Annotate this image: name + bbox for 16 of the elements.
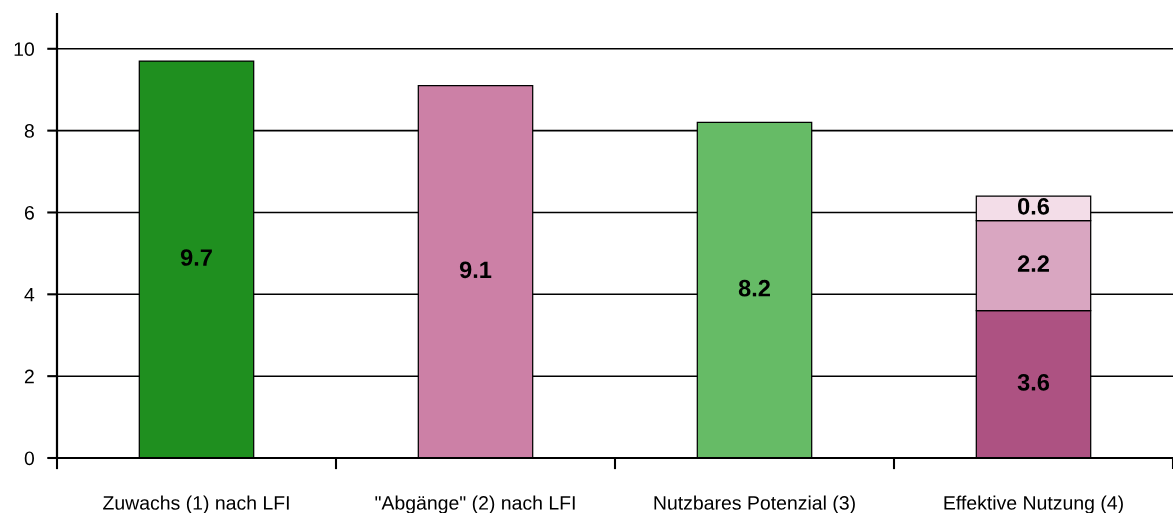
y-tick-label: 8: [24, 124, 34, 138]
x-tick-label: Effektive Nutzung (4): [944, 495, 1123, 513]
y-tick-label: 10: [14, 42, 35, 57]
data-label: 8.2: [738, 279, 770, 297]
data-label: 9.7: [180, 249, 212, 266]
data-label: 9.1: [459, 261, 492, 279]
x-tick-label: Nutzbares Potenzial (3): [654, 495, 855, 513]
x-tick-label: Zuwachs (1) nach LFI: [103, 495, 289, 513]
y-tick-label: 0: [24, 451, 35, 466]
data-label: 3.6: [1017, 373, 1050, 391]
y-tick-label: 6: [24, 205, 34, 220]
x-tick-label: "Abgänge" (2) nach LFI: [375, 495, 575, 513]
y-tick-label: 2: [24, 369, 34, 384]
y-tick-label: 4: [24, 287, 35, 302]
data-label: 2.2: [1017, 255, 1049, 272]
data-label: 0.6: [1018, 198, 1050, 215]
